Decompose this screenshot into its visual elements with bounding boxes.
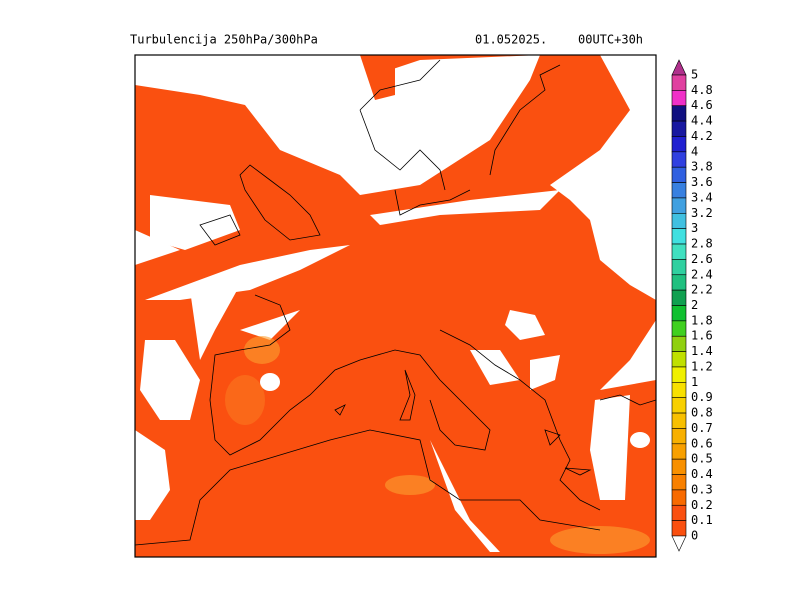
colorbar-label: 0.4 [691, 467, 713, 481]
colorbar-swatch [671, 397, 687, 414]
colorbar-label: 0.3 [691, 482, 713, 496]
light-areas [225, 336, 650, 554]
calm-areas [135, 55, 656, 552]
colorbar-label: 0 [691, 529, 698, 543]
colorbar-label: 0.5 [691, 452, 713, 466]
colorbar-swatch [671, 351, 687, 368]
colorbar-label: 0.7 [691, 421, 713, 435]
colorbar-label: 0.2 [691, 498, 713, 512]
colorbar-swatch [671, 320, 687, 337]
colorbar-swatch [671, 197, 687, 214]
colorbar-label: 4 [691, 144, 698, 158]
colorbar-label: 1.4 [691, 344, 713, 358]
coastlines [134, 59, 657, 546]
colorbar-swatch [671, 412, 687, 429]
colorbar-swatch [671, 335, 687, 352]
colorbar-label: 4.4 [691, 114, 713, 128]
colorbar-swatch [671, 90, 687, 107]
colorbar-swatch [671, 504, 687, 521]
colorbar-label: 5 [691, 68, 698, 82]
colorbar-label: 1.6 [691, 329, 713, 343]
colorbar-label: 2.8 [691, 237, 713, 251]
colorbar-label: 2.6 [691, 252, 713, 266]
colorbar-swatch [671, 382, 687, 399]
colorbar-swatch [671, 305, 687, 322]
colorbar-swatch [671, 213, 687, 229]
map-date: 01.052025. [475, 33, 547, 47]
colorbar-swatch [671, 166, 687, 183]
colorbar-label: 0.6 [691, 436, 713, 450]
colorbar-swatch [671, 474, 687, 491]
colorbar-label: 2 [691, 298, 698, 312]
map-run: 00UTC+30h [578, 33, 643, 47]
colorbar-swatch [671, 151, 687, 168]
colorbar-label: 2.2 [691, 283, 713, 297]
colorbar-label: 4.6 [691, 98, 713, 112]
colorbar-label: 0.1 [691, 513, 713, 527]
colorbar-label: 0.8 [691, 406, 713, 420]
colorbar-label: 3 [691, 221, 698, 235]
colorbar-swatch [671, 136, 687, 153]
colorbar-swatch [671, 259, 687, 276]
map-frame [134, 54, 657, 558]
colorbar-swatch [671, 243, 687, 260]
colorbar-bottom-triangle [671, 535, 687, 552]
colorbar-swatch [671, 520, 687, 537]
colorbar-label: 3.4 [691, 190, 713, 204]
colorbar-swatch [671, 443, 687, 460]
colorbar-swatch [671, 120, 687, 137]
colorbar-swatch [671, 274, 687, 291]
map [134, 54, 657, 558]
colorbar-label: 1.8 [691, 313, 713, 327]
colorbar-swatch [671, 458, 687, 475]
colorbar-swatch [671, 182, 687, 199]
colorbar-label: 2.4 [691, 267, 713, 281]
colorbar-swatch [671, 289, 687, 306]
colorbar-top-triangle [671, 59, 687, 76]
colorbar-label: 4.8 [691, 83, 713, 97]
colorbar-swatch [671, 489, 687, 506]
colorbar-label: 1.2 [691, 359, 713, 373]
colorbar-label: 1 [691, 375, 698, 389]
colorbar-swatch [671, 428, 687, 445]
colorbar-label: 4.2 [691, 129, 713, 143]
colorbar-swatch [671, 228, 687, 245]
colorbar-swatch [671, 366, 687, 383]
colorbar-label: 3.2 [691, 206, 713, 220]
colorbar: 54.84.6 4.44.24 3.83.63.4 3.23 2.82.62.4 2.22… [671, 59, 713, 552]
colorbar-label: 3.6 [691, 175, 713, 189]
colorbar-label: 0.9 [691, 390, 713, 404]
map-title: Turbulencija 250hPa/300hPa [130, 33, 318, 47]
colorbar-swatch [671, 74, 687, 91]
colorbar-swatch [671, 105, 687, 122]
colorbar-label: 3.8 [691, 160, 713, 174]
